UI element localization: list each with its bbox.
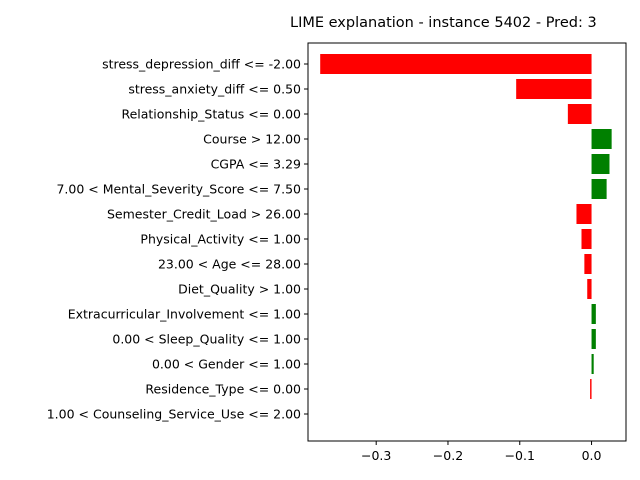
- bar: [591, 329, 596, 349]
- bar: [516, 79, 592, 99]
- y-tick-label: CGPA <= 3.29: [211, 157, 301, 172]
- y-tick-label: Relationship_Status <= 0.00: [121, 107, 301, 122]
- x-ticks: −0.3 −0.2 −0.1 0.0: [361, 441, 602, 463]
- bar: [320, 54, 592, 74]
- plot-frame: [307, 42, 627, 442]
- y-tick-label: stress_anxiety_diff <= 0.50: [128, 82, 301, 97]
- x-tick-label: −0.1: [505, 448, 535, 463]
- x-tick-label: 0.0: [582, 448, 602, 463]
- y-tick-label: Physical_Activity <= 1.00: [140, 232, 301, 247]
- y-tick-label: Semester_Credit_Load > 26.00: [107, 207, 301, 222]
- bar: [591, 304, 596, 324]
- bar: [584, 254, 592, 274]
- y-tick-label: Diet_Quality > 1.00: [178, 282, 301, 297]
- y-tick-label: 23.00 < Age <= 28.00: [158, 257, 301, 272]
- y-tick-label: stress_depression_diff <= -2.00: [102, 57, 301, 72]
- bar: [591, 179, 607, 199]
- bar: [576, 204, 592, 224]
- y-tick-labels: stress_depression_diff <= -2.00 stress_an…: [47, 57, 308, 422]
- bar: [591, 129, 612, 149]
- y-tick-label: 0.00 < Sleep_Quality <= 1.00: [112, 332, 301, 347]
- y-tick-label: Residence_Type <= 0.00: [145, 382, 301, 397]
- bars-group: [320, 54, 612, 399]
- y-tick-label: 0.00 < Gender <= 1.00: [152, 357, 301, 372]
- y-tick-label: 1.00 < Counseling_Service_Use <= 2.00: [47, 407, 301, 422]
- bar: [591, 154, 610, 174]
- bar: [567, 104, 592, 124]
- y-tick-label: Extracurricular_Involvement <= 1.00: [68, 307, 301, 322]
- bar: [587, 279, 592, 299]
- bar: [590, 379, 592, 399]
- x-tick-label: −0.2: [433, 448, 463, 463]
- x-tick-label: −0.3: [361, 448, 391, 463]
- y-tick-label: 7.00 < Mental_Severity_Score <= 7.50: [56, 182, 301, 197]
- bar: [591, 354, 594, 374]
- chart-title: LIME explanation - instance 5402 - Pred:…: [290, 15, 597, 31]
- bar: [581, 229, 592, 249]
- y-tick-label: Course > 12.00: [203, 132, 301, 147]
